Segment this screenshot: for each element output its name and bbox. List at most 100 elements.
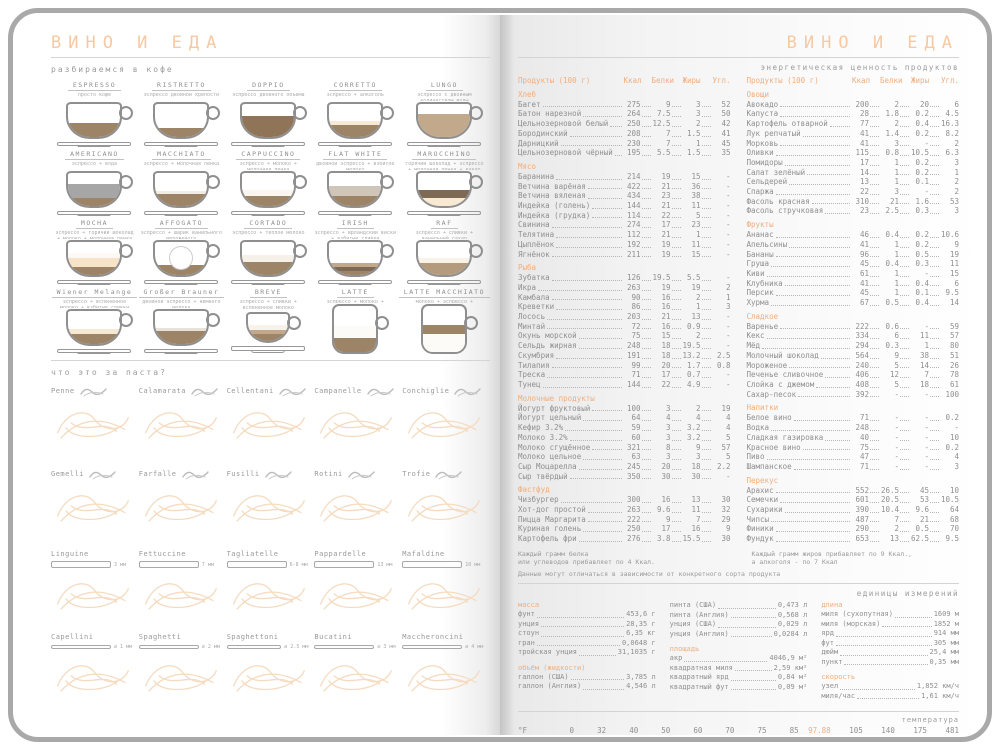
cup-body bbox=[240, 239, 297, 277]
fat-value: 2 bbox=[695, 292, 701, 302]
pasta-name: Bucatini bbox=[314, 633, 353, 641]
pasta-drawing bbox=[320, 495, 393, 522]
dot-gap bbox=[701, 367, 711, 369]
dot-gap bbox=[671, 309, 681, 311]
cup-body bbox=[240, 101, 297, 139]
dot-leader bbox=[614, 154, 622, 156]
dot-gap bbox=[930, 285, 939, 287]
table-row: Камбала 90 16 2 1 bbox=[518, 293, 731, 303]
table-row: Кефир 3.2% 59 3 3.2 4 bbox=[518, 423, 731, 433]
coffee-description: двойной эспрессо + немного молока bbox=[142, 300, 221, 308]
dot-leader bbox=[718, 626, 776, 628]
table-row: Багет 275 9 3 52 bbox=[518, 100, 731, 110]
dot-gap bbox=[701, 289, 711, 291]
dot-leader bbox=[784, 164, 850, 166]
carbs-value: 78 bbox=[949, 370, 959, 380]
pasta-item: Fusilli bbox=[227, 467, 315, 546]
saucer bbox=[251, 144, 286, 147]
product-name: Сухарики bbox=[746, 505, 783, 515]
pasta-drawing bbox=[144, 412, 217, 439]
table-row: Помидоры 17 1 0.2 3 bbox=[747, 158, 960, 168]
dot-leader bbox=[587, 521, 622, 523]
table-row: Арахис 552 26.5 45 10 bbox=[747, 486, 960, 496]
dot-leader bbox=[556, 357, 622, 359]
saucer bbox=[164, 351, 199, 354]
table-row: Спаржа 22 3 - 2 bbox=[747, 187, 960, 197]
carbs-value: 10.5 bbox=[940, 495, 959, 505]
cup-body bbox=[153, 239, 210, 277]
saucer bbox=[144, 348, 219, 353]
pasta-drawing bbox=[57, 495, 129, 522]
dot-gap bbox=[900, 275, 909, 277]
kcal-value: 264 bbox=[626, 109, 641, 119]
carbs-value: 2 bbox=[954, 187, 959, 197]
protein-value: 6 bbox=[894, 331, 899, 341]
dot-gap bbox=[671, 328, 681, 330]
table-row: Молоко сгущённое 321 8 9 57 bbox=[518, 443, 731, 453]
coffee-item: BREVE эспрессо + сливки + вспененное мол… bbox=[225, 288, 312, 354]
fat-value: 10.5 bbox=[910, 148, 929, 158]
carbs-value: 3 bbox=[954, 157, 959, 167]
dot-gap bbox=[900, 184, 909, 186]
fat-value: - bbox=[924, 442, 929, 452]
coffee-name: CAPPUCCINO bbox=[236, 150, 301, 160]
units-column-3: длина миля (сухопутная) 1609 м миля (мор… bbox=[821, 601, 959, 707]
carbs-value: 53 bbox=[949, 196, 959, 206]
carbs-value: 61 bbox=[949, 379, 959, 389]
dot-leader bbox=[542, 106, 622, 108]
pasta-shape-icon bbox=[366, 384, 396, 397]
unit-name: квадратная миля bbox=[669, 663, 733, 672]
carbs-value: 5 bbox=[725, 452, 731, 462]
product-name: Молоко сгущённое bbox=[518, 442, 591, 452]
kcal-value: 564 bbox=[855, 350, 869, 360]
temp-value: 85 bbox=[789, 726, 799, 735]
pasta-width-bar bbox=[314, 645, 375, 649]
carbs-value: 30 bbox=[721, 495, 731, 505]
coffee-name: LATTE bbox=[336, 288, 374, 298]
dot-leader bbox=[592, 217, 622, 219]
carbs-value: 4 bbox=[725, 423, 731, 433]
dot-gap bbox=[900, 511, 909, 513]
dot-gap bbox=[930, 304, 939, 306]
kcal-value: 321 bbox=[626, 442, 641, 452]
cup-body bbox=[240, 170, 297, 208]
coffee-layer bbox=[155, 327, 208, 332]
dot-leader bbox=[784, 285, 850, 287]
dot-leader bbox=[825, 213, 850, 215]
dot-gap bbox=[671, 376, 681, 378]
dot-gap bbox=[870, 125, 879, 127]
coffee-layer bbox=[68, 258, 121, 268]
dot-leader bbox=[771, 304, 850, 306]
dot-gap bbox=[900, 468, 909, 470]
fat-value: 0.2 bbox=[915, 128, 929, 138]
dot-gap bbox=[900, 145, 909, 147]
coffee-name: FLAT WHITE bbox=[323, 150, 388, 160]
unit-name: гран bbox=[518, 638, 535, 647]
coffee-layer bbox=[418, 263, 471, 275]
table-section-heading: Рыба bbox=[518, 263, 537, 273]
cup-body bbox=[66, 170, 123, 208]
product-name: Арахис bbox=[746, 485, 774, 495]
pasta-shape-icon bbox=[347, 467, 377, 480]
dot-gap bbox=[701, 154, 711, 156]
dot-leader bbox=[592, 449, 622, 451]
coffee-name: Großer Brauner bbox=[138, 288, 225, 298]
product-name: Картофель отварной bbox=[746, 119, 828, 129]
dot-leader bbox=[793, 468, 850, 470]
coffee-description: эспрессо + молоко + молочная пенка bbox=[239, 162, 297, 170]
dot-gap bbox=[701, 256, 711, 258]
fat-value: 19.5 bbox=[682, 341, 701, 351]
table-row: Картофель отварной 77 2 0.4 16.3 bbox=[747, 119, 960, 129]
saucer bbox=[57, 141, 132, 146]
table-row: Сыр Моцарелла 245 20 18 2.2 bbox=[518, 462, 731, 472]
protein-value: 18 bbox=[661, 350, 671, 360]
cup-handle-icon bbox=[464, 316, 479, 330]
dot-gap bbox=[870, 458, 879, 460]
table-row: Цельнозерновой чёрный 195 5.5 1.5 35 bbox=[518, 148, 731, 158]
dot-leader bbox=[766, 275, 850, 277]
kcal-value: 274 bbox=[626, 220, 641, 230]
protein-value: 16 bbox=[661, 321, 671, 331]
fat-value: 15 bbox=[691, 249, 701, 259]
dot-leader bbox=[551, 227, 622, 229]
dot-leader bbox=[802, 135, 850, 137]
